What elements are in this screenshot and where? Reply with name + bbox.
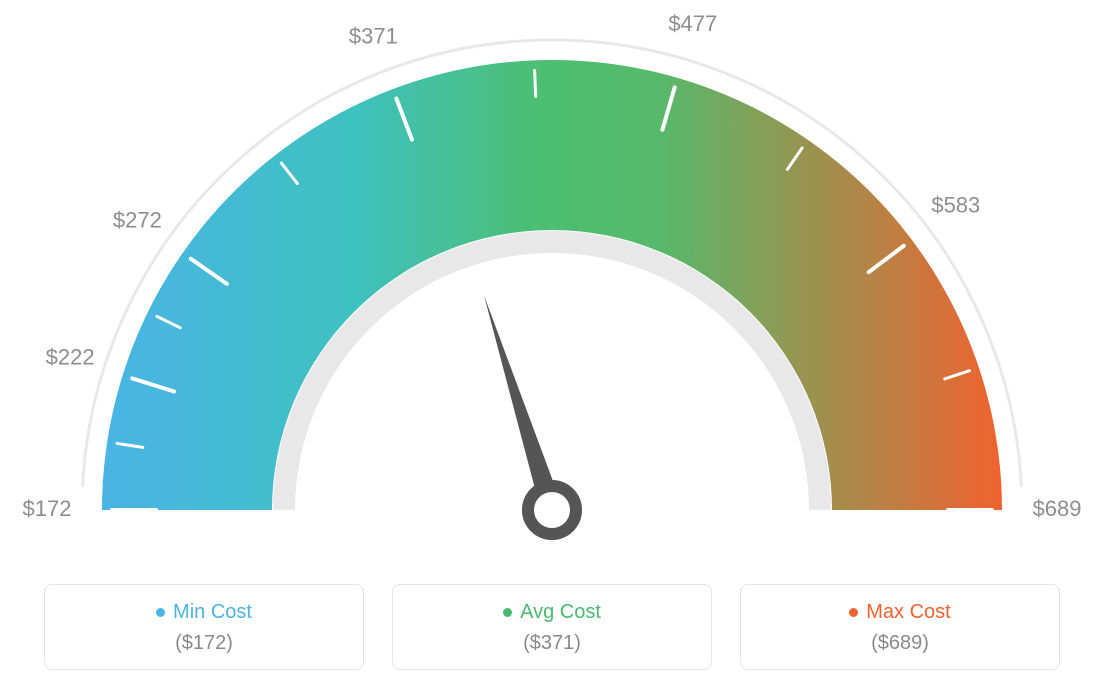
svg-text:$689: $689	[1033, 496, 1082, 521]
svg-text:$172: $172	[23, 496, 72, 521]
legend-row: Min Cost ($172) Avg Cost ($371) Max Cost…	[0, 584, 1104, 670]
legend-max-value: ($689)	[761, 632, 1039, 655]
gauge-area: $172 $222 $272 $371 $477 $583 $689	[0, 0, 1104, 580]
legend-card-max: Max Cost ($689)	[740, 584, 1060, 670]
svg-text:$371: $371	[349, 23, 398, 48]
svg-text:$477: $477	[668, 11, 717, 36]
svg-text:$583: $583	[931, 193, 980, 218]
legend-max-label: Max Cost	[849, 601, 950, 624]
chart-container: $172 $222 $272 $371 $477 $583 $689 Min Cost ($…	[0, 0, 1104, 690]
svg-text:$222: $222	[46, 345, 95, 370]
legend-avg-label: Avg Cost	[503, 601, 601, 624]
legend-card-avg: Avg Cost ($371)	[392, 584, 712, 670]
gauge-svg: $172 $222 $272 $371 $477 $583 $689	[0, 0, 1104, 580]
legend-card-min: Min Cost ($172)	[44, 584, 364, 670]
legend-avg-value: ($371)	[413, 632, 691, 655]
legend-min-value: ($172)	[65, 632, 343, 655]
svg-text:$272: $272	[113, 207, 162, 232]
legend-min-label: Min Cost	[156, 601, 252, 624]
